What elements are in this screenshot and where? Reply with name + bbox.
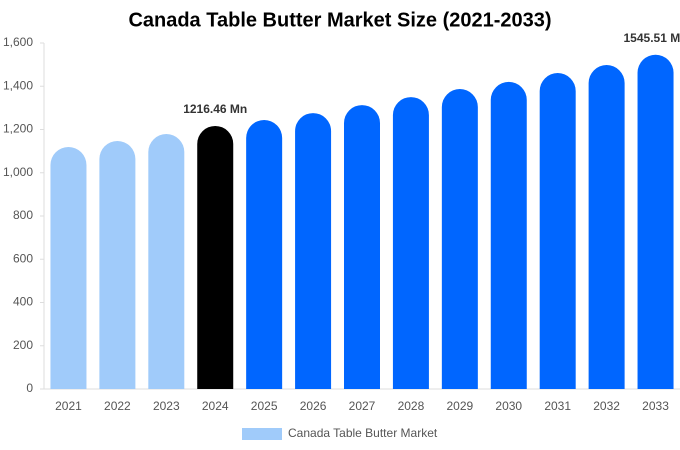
bar	[637, 54, 674, 390]
x-tick-label: 2027	[349, 399, 376, 413]
bar	[588, 65, 625, 390]
x-tick-label: 2022	[104, 399, 131, 413]
bar	[50, 147, 87, 389]
bar	[441, 89, 478, 389]
legend-swatch	[242, 428, 282, 440]
y-tick-label: 1,000	[3, 165, 33, 179]
y-tick-label: 800	[13, 208, 33, 222]
x-tick-label: 2031	[544, 399, 571, 413]
bar	[295, 113, 332, 389]
x-tick-label: 2033	[642, 399, 669, 413]
x-tick-label: 2032	[593, 399, 620, 413]
chart-title: Canada Table Butter Market Size (2021-20…	[128, 9, 551, 31]
bar	[99, 140, 136, 389]
y-tick-label: 400	[13, 295, 33, 309]
x-tick-label: 2025	[251, 399, 278, 413]
bar	[539, 73, 576, 389]
bar	[148, 134, 185, 389]
bar	[344, 105, 380, 389]
bar	[197, 125, 234, 389]
bar	[490, 81, 527, 390]
y-tick-label: 0	[26, 381, 33, 395]
x-tick-label: 2026	[300, 399, 327, 413]
x-tick-label: 2030	[495, 399, 522, 413]
x-tick-label: 2024	[202, 399, 229, 413]
x-tick-label: 2029	[446, 399, 473, 413]
value-label: 1545.51 Mn	[624, 31, 680, 45]
y-tick-label: 200	[13, 338, 33, 352]
y-tick-label: 1,600	[3, 35, 33, 49]
x-tick-label: 2021	[55, 399, 82, 413]
value-label: 1216.46 Mn	[183, 102, 247, 116]
y-tick-label: 1,200	[3, 122, 33, 136]
bar	[246, 119, 283, 390]
y-tick-label: 600	[13, 251, 33, 265]
x-tick-label: 2023	[153, 399, 180, 413]
bar	[392, 97, 429, 389]
x-tick-label: 2028	[398, 399, 425, 413]
y-tick-label: 1,400	[3, 78, 33, 92]
legend-label: Canada Table Butter Market	[288, 426, 438, 440]
